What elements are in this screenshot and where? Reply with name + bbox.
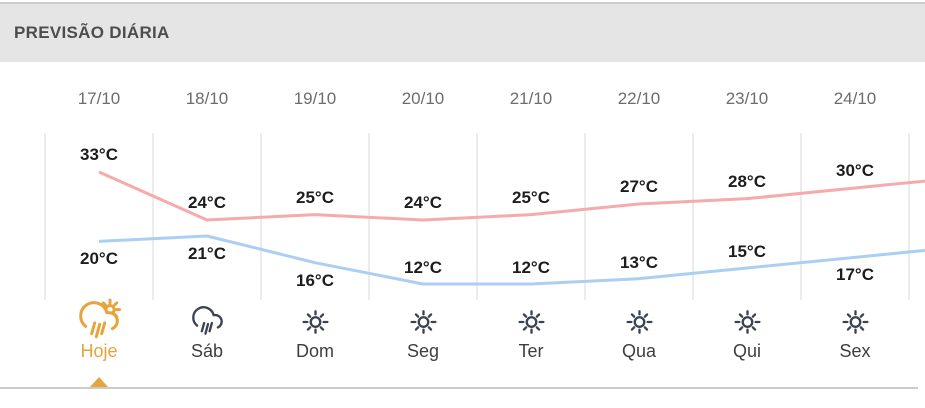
day-icon-box — [624, 302, 655, 340]
day-cell-sab[interactable]: Sáb — [153, 302, 261, 362]
date-cell: 24/10 — [801, 89, 909, 109]
sun-icon — [409, 309, 437, 334]
day-icon-box — [840, 302, 871, 340]
date-label: 19/10 — [293, 89, 337, 108]
date-cell: 18/10 — [153, 89, 261, 109]
day-label: Dom — [295, 341, 334, 361]
day-icon-box — [300, 302, 331, 340]
date-label: 18/10 — [185, 89, 229, 108]
sun-icon — [517, 309, 545, 334]
day-cell-qua[interactable]: Qua — [585, 302, 693, 362]
day-label: Sex — [839, 341, 871, 361]
selected-day-marker — [89, 377, 109, 388]
low-temp-line — [98, 234, 925, 286]
date-label: 21/10 — [509, 89, 553, 108]
date-label: 23/10 — [725, 89, 769, 108]
date-label: 22/10 — [617, 89, 661, 108]
date-cell: 20/10 — [369, 89, 477, 109]
day-label: Sáb — [190, 341, 224, 361]
day-cell-sex[interactable]: Sex — [801, 302, 909, 362]
high-temp-line — [98, 170, 925, 222]
sun-icon — [301, 309, 329, 334]
day-cell-ter[interactable]: Ter — [477, 302, 585, 362]
date-cell: 21/10 — [477, 89, 585, 109]
date-label: 24/10 — [833, 89, 877, 108]
day-cell-hoje[interactable]: Hoje — [45, 298, 153, 362]
dates-row: 17/10 18/10 19/10 20/10 21/10 22/10 23/10 24/10 — [45, 89, 909, 109]
day-label: Ter — [518, 341, 544, 361]
date-label: 20/10 — [401, 89, 445, 108]
date-cell: 17/10 — [45, 89, 153, 109]
bottom-divider — [0, 387, 918, 389]
day-label: Qui — [732, 341, 761, 361]
days-row: Hoje Sáb Dom Seg Ter Qua Qui Sex — [45, 298, 909, 362]
widget-header: PREVISÃO DIÁRIA — [0, 2, 925, 62]
day-icon-box — [732, 302, 763, 340]
widget-title: PREVISÃO DIÁRIA — [14, 23, 170, 42]
day-icon-box — [408, 302, 439, 340]
rain-cloud-icon — [191, 305, 223, 335]
day-cell-seg[interactable]: Seg — [369, 302, 477, 362]
rain-sun-icon — [79, 298, 121, 339]
date-cell: 19/10 — [261, 89, 369, 109]
day-cell-qui[interactable]: Qui — [693, 302, 801, 362]
date-cell: 22/10 — [585, 89, 693, 109]
day-icon-box — [191, 302, 223, 340]
day-label: Qua — [621, 341, 657, 361]
date-label: 17/10 — [77, 89, 121, 108]
day-cell-dom[interactable]: Dom — [261, 302, 369, 362]
sun-icon — [625, 309, 653, 334]
sun-icon — [841, 309, 869, 334]
day-label: Hoje — [80, 341, 118, 361]
day-label: Seg — [406, 341, 440, 361]
day-icon-box — [79, 298, 121, 340]
day-icon-box — [516, 302, 547, 340]
date-cell: 23/10 — [693, 89, 801, 109]
sun-icon — [733, 309, 761, 334]
